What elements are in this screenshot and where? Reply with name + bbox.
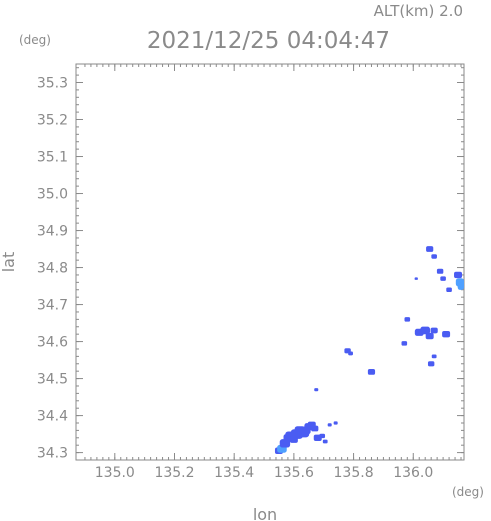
chart-title: 2021/12/25 04:04:47	[147, 28, 390, 54]
axis-ticks: 34.3 34.4 34.5 34.6 34.7 34.8 34.9 35.0 35.1 35.2…	[37, 64, 464, 481]
echo-point	[401, 341, 408, 346]
y-tick-label: 34.5	[37, 372, 68, 388]
echo-point	[454, 271, 463, 279]
y-tick-label: 35.3	[37, 76, 68, 92]
echo-point	[426, 246, 434, 252]
y-tick-label: 35.2	[37, 113, 68, 129]
echo-point	[427, 361, 435, 367]
echo-point	[367, 369, 376, 375]
echo-point	[404, 317, 411, 322]
x-tick-label: 136.0	[393, 465, 433, 481]
echo-point	[414, 277, 418, 280]
echo-point	[420, 326, 430, 335]
echo-point	[333, 421, 338, 425]
y-tick-label: 34.9	[37, 224, 68, 240]
x-tick-label: 135.6	[274, 465, 314, 481]
x-tick-label: 135.2	[154, 465, 194, 481]
y-axis-label: lat	[0, 252, 18, 273]
echo-point	[431, 254, 437, 259]
y-unit-label: (deg)	[19, 33, 51, 47]
echo-point	[442, 330, 451, 338]
echo-point	[327, 423, 332, 427]
echo-point	[348, 351, 353, 356]
echo-point	[440, 276, 446, 281]
y-tick-label: 34.3	[37, 446, 68, 462]
y-tick-label: 35.1	[37, 150, 68, 166]
echo-point	[319, 433, 326, 439]
echo-point	[446, 287, 452, 292]
altitude-label: ALT(km) 2.0	[374, 2, 463, 20]
echo-point	[311, 425, 319, 432]
x-tick-label: 135.0	[95, 465, 135, 481]
echo-points	[274, 246, 464, 454]
y-tick-label: 34.4	[37, 409, 68, 425]
echo-point	[322, 439, 328, 444]
echo-point	[430, 327, 438, 334]
echo-point	[425, 332, 434, 340]
x-axis-label: lon	[253, 505, 277, 521]
x-unit-label: (deg)	[452, 485, 484, 499]
echo-point	[457, 282, 464, 290]
plot-frame	[75, 63, 465, 461]
echo-point	[314, 388, 319, 392]
x-tick-label: 135.8	[334, 465, 374, 481]
y-tick-label: 34.7	[37, 298, 68, 314]
y-tick-label: 35.0	[37, 187, 68, 203]
echo-point	[431, 354, 437, 359]
y-tick-label: 34.8	[37, 261, 68, 277]
x-tick-label: 135.4	[214, 465, 254, 481]
y-tick-label: 34.6	[37, 335, 68, 351]
echo-point	[436, 268, 444, 274]
